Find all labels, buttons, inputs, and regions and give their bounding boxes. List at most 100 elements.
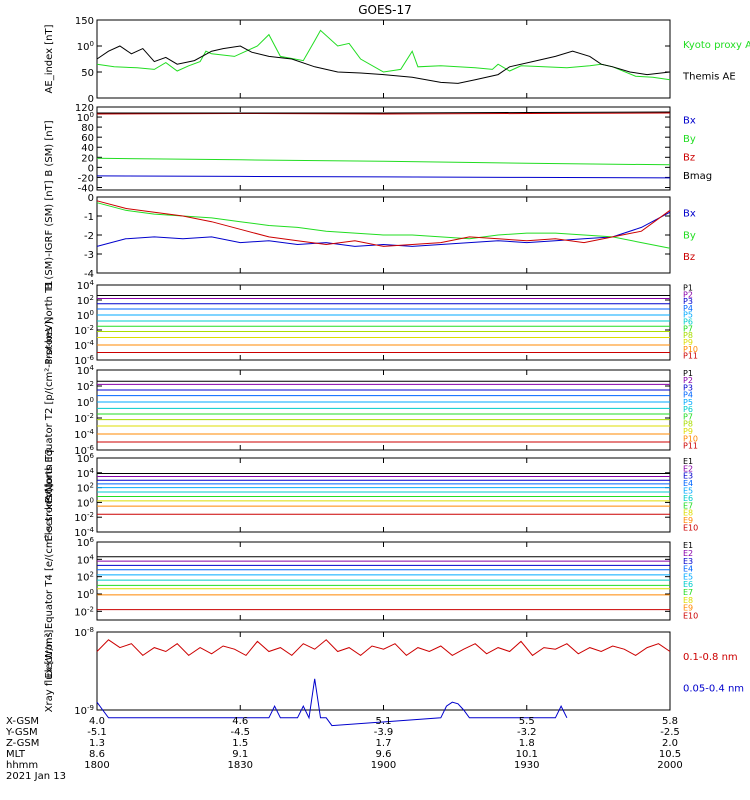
x-tick-label: 1.8 [519,738,535,749]
legend-label: E9 [683,604,693,613]
y-tick-label: 106 [77,452,95,465]
y-tick-label: 104 [77,279,95,292]
legend-label: By [683,134,696,145]
y-tick-label: 104 [77,467,95,480]
x-tick-label: 1.5 [232,738,248,749]
y-tick-label: 10-4 [74,526,94,539]
legend-label: P2 [683,290,693,299]
x-tick-label: 1830 [228,760,253,771]
y-tick-label: 150 [75,16,94,27]
legend-label: E5 [683,572,693,581]
x-tick-label: 4.6 [232,716,248,727]
y-tick-label: 100 [77,40,94,53]
legend-label: Bz [683,152,695,163]
y-tick-label: 100 [77,111,94,124]
y-axis-label: Xray flux [W/m²] [44,630,55,713]
series-line-By [96,157,671,166]
series-line-0.05-0.4 nm [96,678,568,727]
y-tick-label: 60 [81,133,94,144]
x-row-label: hhmm [6,760,38,771]
legend-label: P1 [683,369,693,378]
x-tick-label: 5.8 [662,716,678,727]
panel-xray: 10-9 10-8 Xray flux [W/m²] 0.1-0.8 nm 0.05-0… [44,626,744,727]
legend-label: P5 [683,398,693,407]
series-line-Bz [96,112,671,115]
series-line-0.1-0.8 nm [96,639,671,657]
legend-label: P1 [683,283,693,292]
x-tick-label: 1.3 [89,738,105,749]
panel-frame [96,19,671,99]
x-tick-label: 8.6 [89,749,105,760]
y-tick-label: 10-2 [74,412,94,425]
legend-label: Bx [683,209,696,220]
series-line-Bz [96,200,671,247]
y-tick-label: 40 [81,143,94,154]
legend-label: E2 [683,549,693,558]
series-line-Themis AE [96,45,671,84]
legend-label: E6 [683,494,693,503]
y-axis-label: Electrons Equator T4 [e/(cm²-s-sr-keV)] [44,483,55,678]
x-tick-label: 9.6 [376,749,392,760]
legend-label: P8 [683,331,693,340]
y-axis-label: Protons North T1 [44,280,55,364]
legend-label: P9 [683,338,693,347]
legend-label: E7 [683,588,693,597]
legend-label: E1 [683,457,693,466]
y-tick-label: 102 [77,571,94,584]
date-label: 2021 Jan 13 [6,771,66,782]
y-tick-label: 102 [77,380,94,393]
panel-frame [96,284,671,361]
x-tick-label: 10.5 [659,749,681,760]
legend-label: P11 [683,442,698,451]
y-tick-label: 102 [77,294,94,307]
y-tick-label: -2 [84,231,94,242]
y-tick-label: 50 [81,68,94,79]
panel-frame [96,369,671,451]
y-tick-label: 104 [77,364,95,377]
legend-label: P3 [683,297,693,306]
legend-label: E8 [683,596,693,605]
x-tick-label: 10.1 [516,749,538,760]
y-tick-label: 100 [77,396,94,409]
legend-label: Bz [683,252,695,263]
x-tick-label: 1.7 [376,738,392,749]
legend-label: E2 [683,464,693,473]
x-tick-label: -2.5 [660,727,680,738]
y-tick-label: -1 [84,212,94,223]
y-tick-label: 100 [77,496,94,509]
x-tick-label: 1900 [371,760,396,771]
panels: 0 50 100 150 AE_index [nT] Kyoto proxy AE Them… [44,16,750,727]
legend-label: P8 [683,420,693,429]
legend-label: E10 [683,524,698,533]
legend-label: E10 [683,611,698,620]
series-line-Bmag [97,111,671,114]
legend-label: P10 [683,345,698,354]
x-tick-label: 5.1 [376,716,392,727]
legend-label: E9 [683,516,693,525]
y-tick-label: 0 [88,163,94,174]
y-axis-label: Electrons North T3 [44,448,55,541]
legend-label: P2 [683,376,693,385]
x-tick-label: 2.0 [662,738,678,749]
y-tick-label: 20 [81,153,94,164]
y-tick-label: 10-2 [74,324,94,337]
legend-label: P7 [683,412,693,421]
legend-label: Themis AE [682,71,736,82]
legend-label: P4 [683,391,693,400]
legend-label: E8 [683,509,693,518]
legend-label: P6 [683,318,693,327]
y-tick-label: 10-4 [74,428,94,441]
y-tick-label: 10-8 [74,626,94,639]
x-tick-label: 1930 [514,760,539,771]
x-tick-label: 5.5 [519,716,535,727]
y-tick-label: 120 [75,103,94,114]
y-tick-label: -20 [78,173,94,184]
y-tick-label: 102 [77,482,94,495]
y-tick-label: 10-6 [74,444,94,457]
y-tick-label: 104 [77,553,95,566]
series-line-Bx [96,211,671,247]
x-tick-label: 4.0 [89,716,105,727]
legend-label: P9 [683,427,693,436]
